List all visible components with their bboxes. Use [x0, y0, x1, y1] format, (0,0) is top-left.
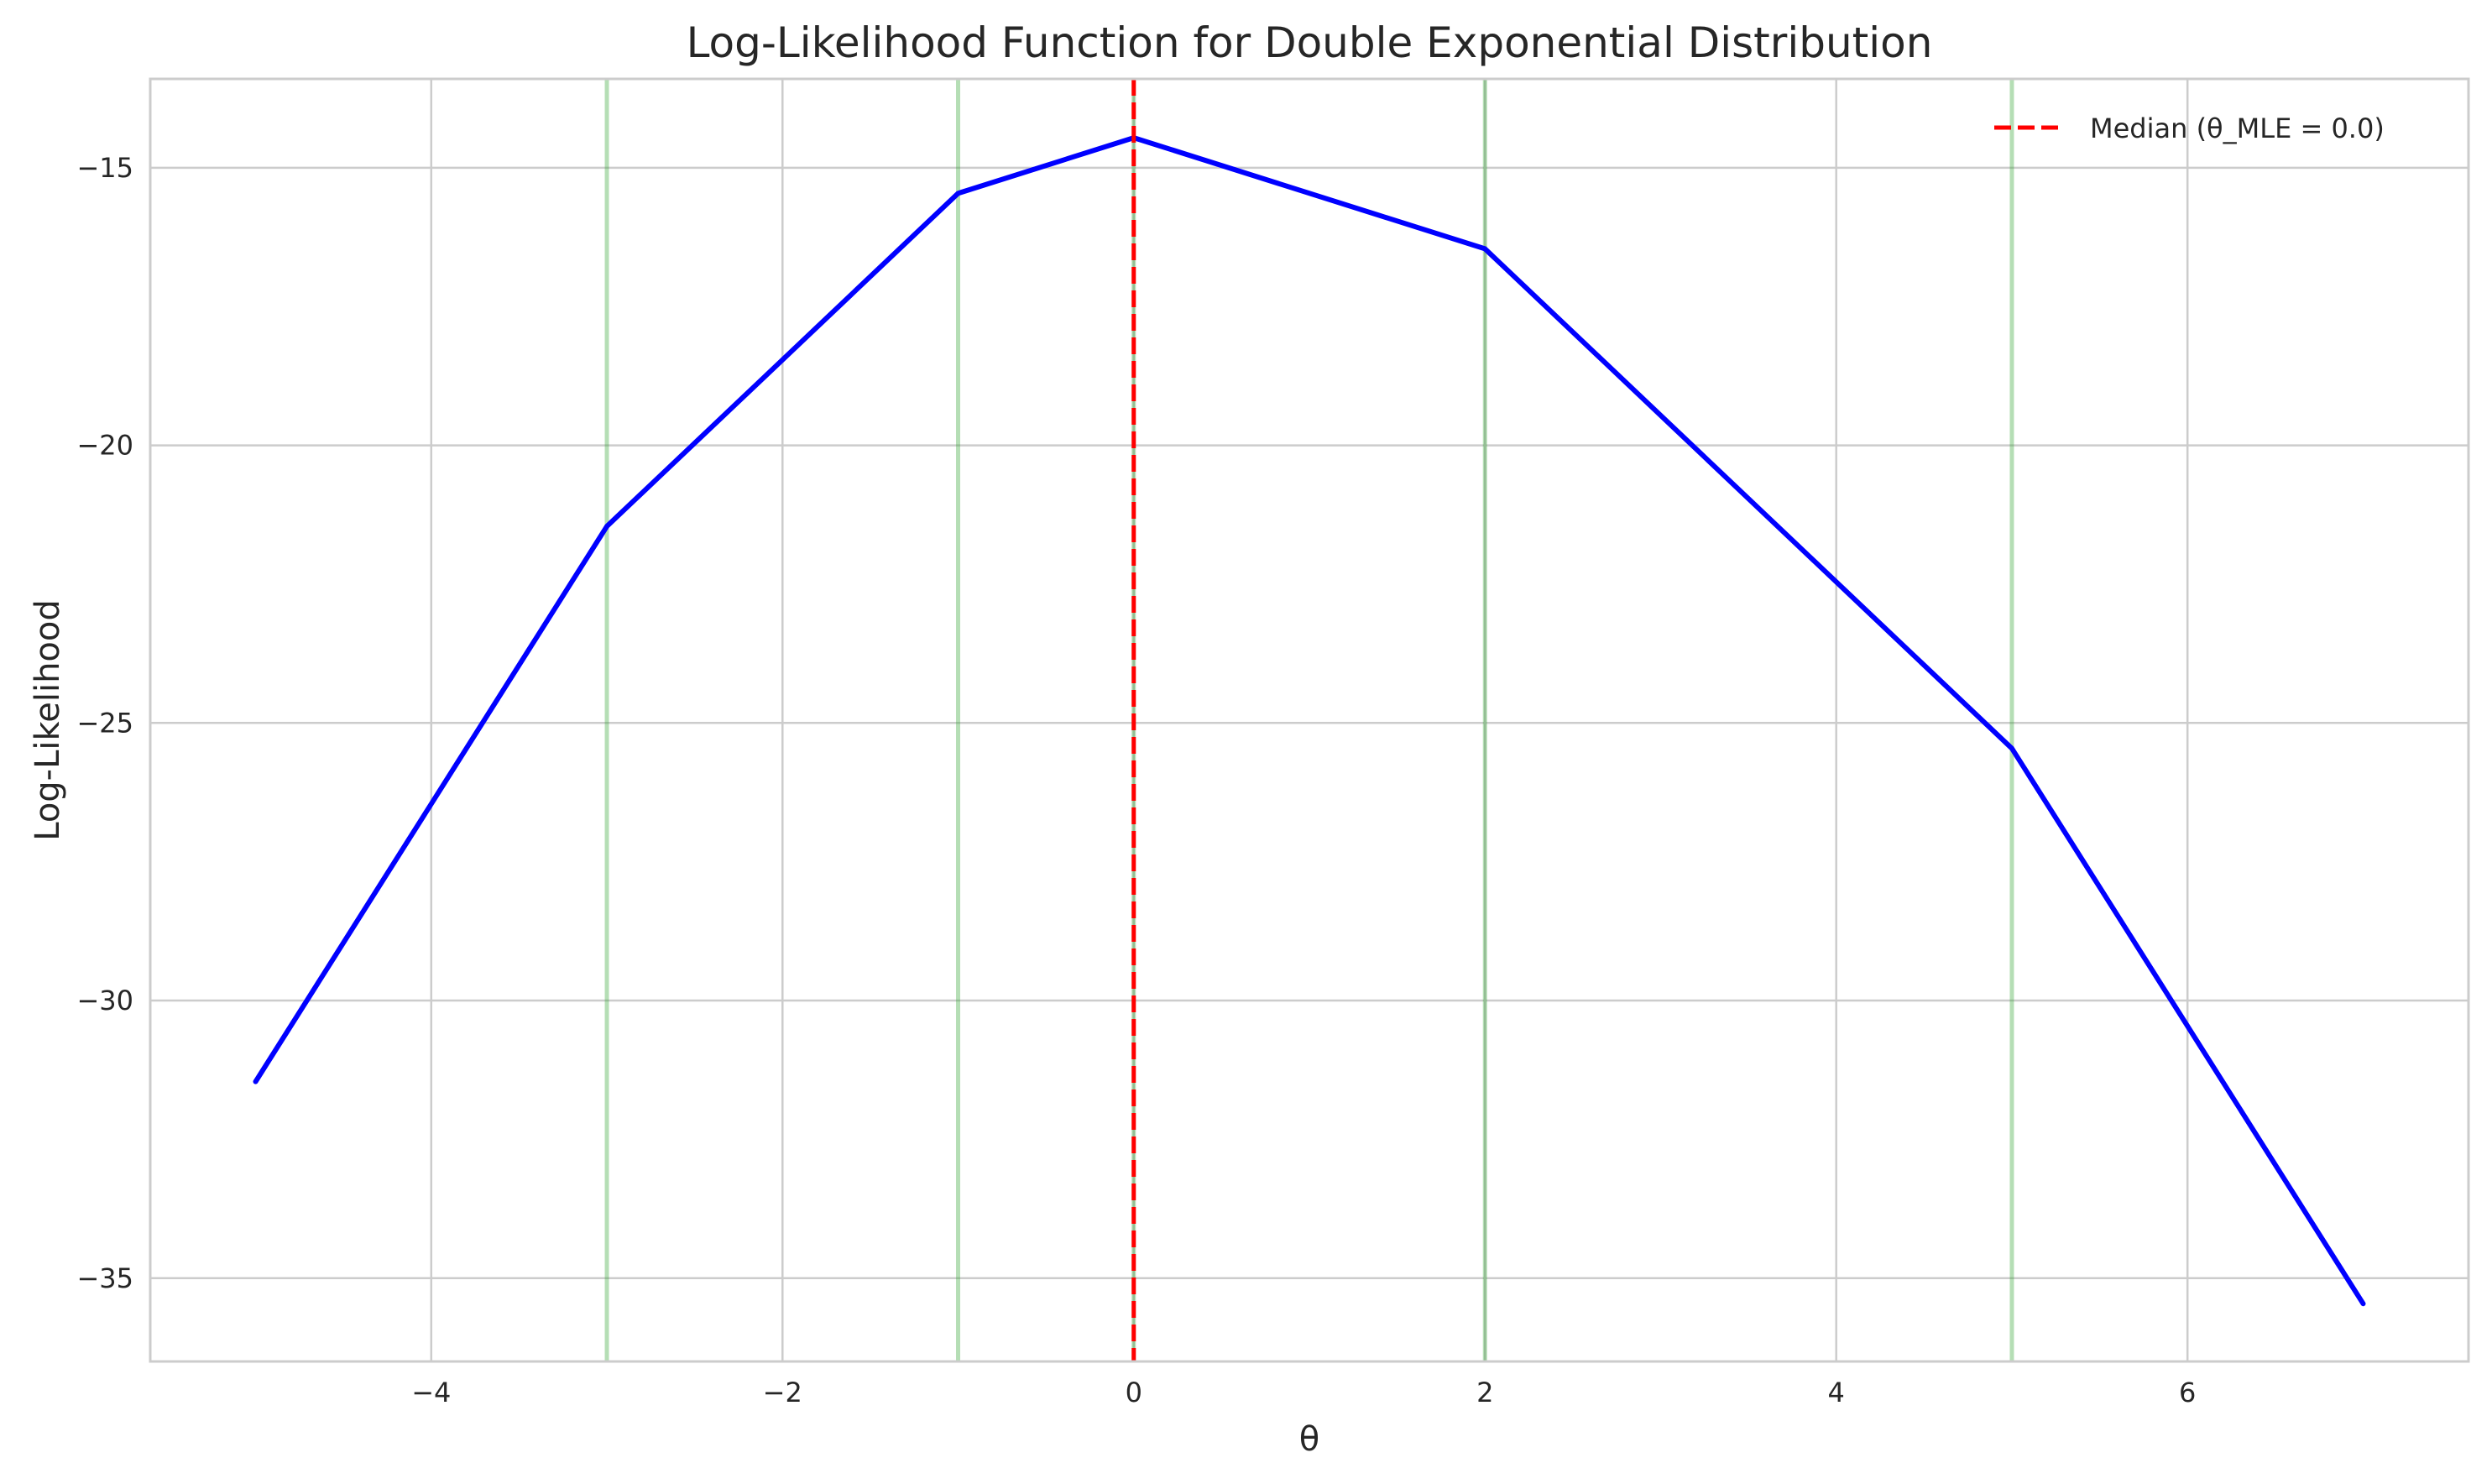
plot-frame [149, 77, 2470, 1363]
y-axis-label: Log-Likelihood [29, 599, 67, 841]
series-layer [253, 79, 2366, 1361]
chart-title: Log-Likelihood Function for Double Expon… [687, 18, 1933, 67]
vertical-lines [604, 79, 2014, 1361]
y-tick-label: −15 [76, 152, 133, 184]
x-axis-label: θ [1299, 1420, 1319, 1459]
y-tick-label: −30 [76, 985, 133, 1016]
x-tick-label: −4 [411, 1377, 451, 1408]
tick-labels: −4 −2 0 2 4 6−15−20−25−30−35 [76, 152, 2196, 1408]
x-tick-label: 2 [1476, 1377, 1493, 1408]
y-tick-label: −35 [76, 1262, 133, 1294]
y-tick-label: −20 [76, 430, 133, 462]
legend-median-label: Median (θ_MLE = 0.0) [2090, 112, 2385, 144]
legend: Median (θ_MLE = 0.0) [1994, 112, 2385, 144]
x-tick-label: 4 [1828, 1377, 1845, 1408]
x-tick-label: −2 [763, 1377, 802, 1408]
x-tick-label: 6 [2179, 1377, 2196, 1408]
x-tick-label: 0 [1126, 1377, 1142, 1408]
y-tick-label: −25 [76, 707, 133, 739]
grid [150, 79, 2468, 1361]
log-likelihood-line [253, 135, 2366, 1307]
